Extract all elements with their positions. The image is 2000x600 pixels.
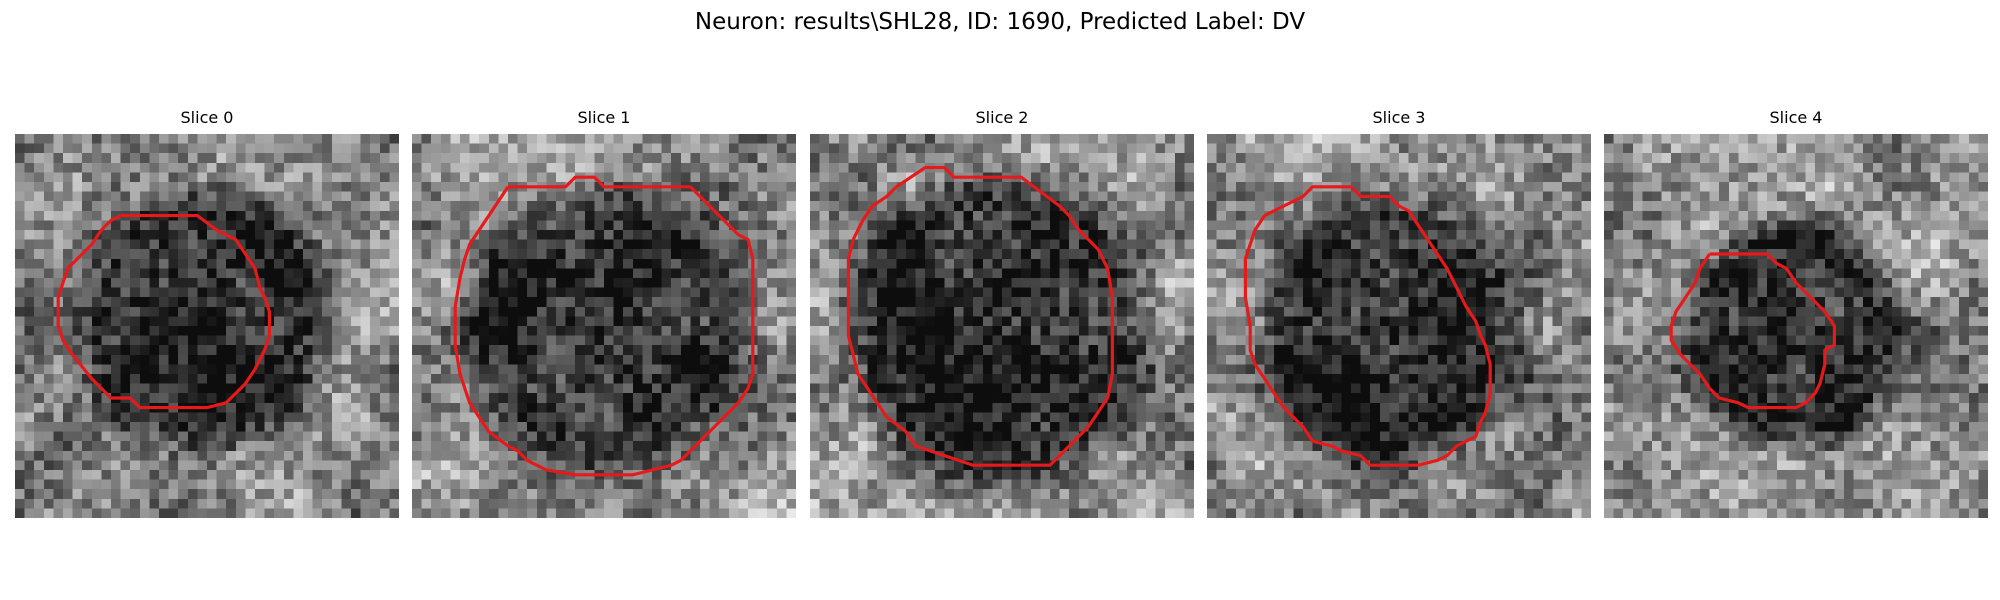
slice-panel-0: Slice 0 bbox=[15, 108, 399, 520]
slice-panel-3: Slice 3 bbox=[1207, 108, 1591, 520]
segmentation-contour bbox=[1669, 252, 1836, 410]
slice-title: Slice 3 bbox=[1372, 108, 1426, 127]
grayscale-pixels bbox=[15, 134, 399, 518]
slice-image bbox=[1207, 134, 1591, 518]
slice-title: Slice 1 bbox=[577, 108, 631, 127]
grayscale-pixels bbox=[1207, 134, 1591, 518]
segmentation-contour bbox=[453, 175, 755, 477]
slice-panel-4: Slice 4 bbox=[1604, 108, 1988, 520]
segmentation-contour bbox=[56, 214, 271, 410]
slice-image bbox=[15, 134, 399, 518]
figure-title: Neuron: results\SHL28, ID: 1690, Predict… bbox=[694, 9, 1306, 35]
slice-panel-1: Slice 1 bbox=[412, 108, 796, 520]
slice-title: Slice 2 bbox=[975, 108, 1029, 127]
grayscale-pixels bbox=[810, 134, 1194, 518]
slice-title: Slice 4 bbox=[1769, 108, 1823, 127]
slice-image bbox=[1604, 134, 1988, 518]
slice-image bbox=[412, 134, 796, 518]
grayscale-pixels bbox=[1604, 134, 1988, 518]
slice-panel-2: Slice 2 bbox=[810, 108, 1194, 520]
slice-image bbox=[810, 134, 1194, 518]
grayscale-pixels bbox=[412, 134, 796, 518]
segmentation-contour bbox=[1243, 185, 1492, 467]
slice-title: Slice 0 bbox=[180, 108, 234, 127]
segmentation-contour bbox=[846, 166, 1114, 467]
